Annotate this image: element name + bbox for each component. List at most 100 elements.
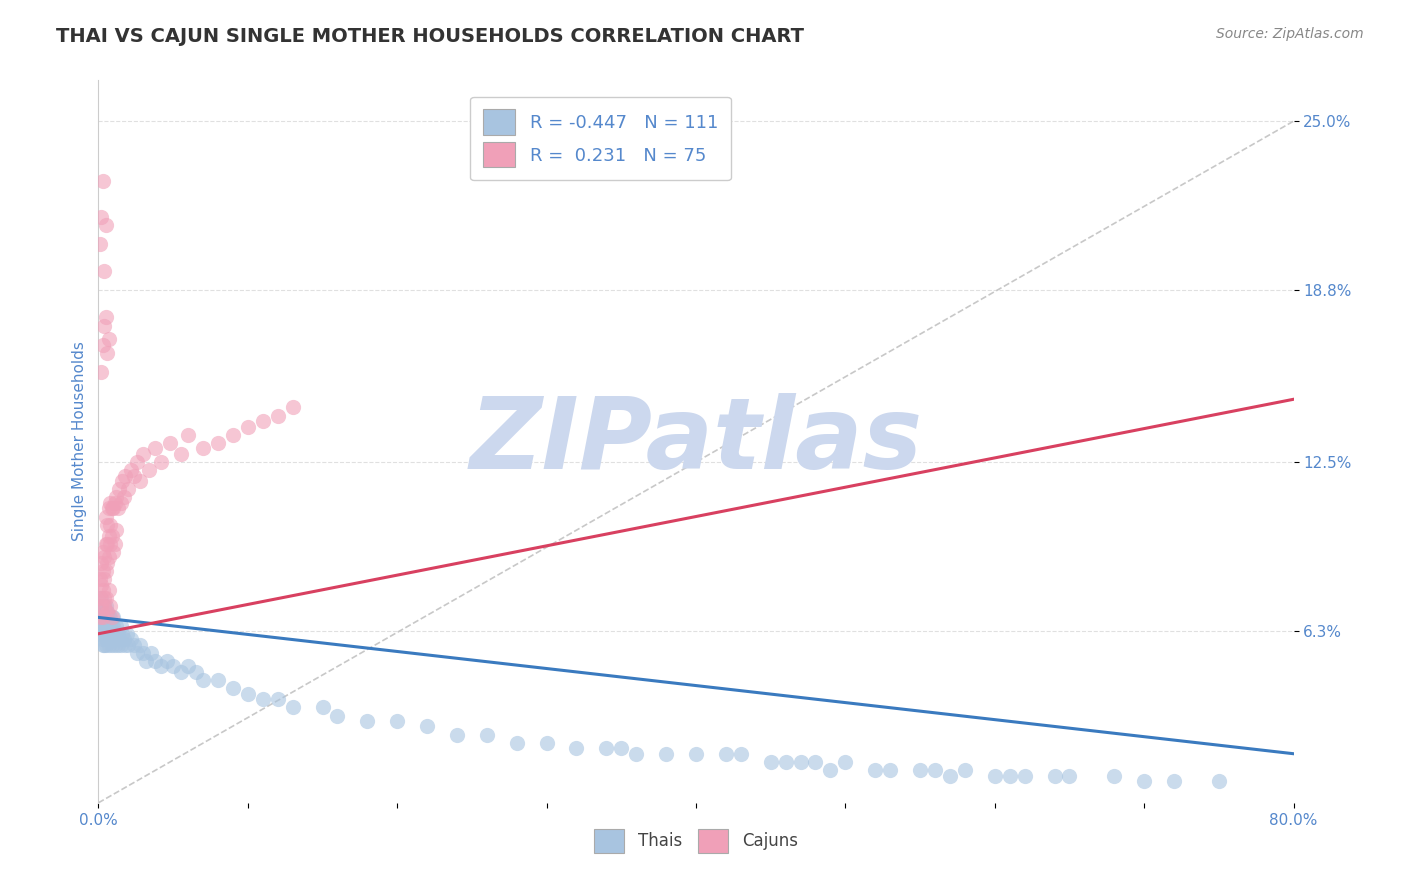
Point <box>565 741 588 756</box>
Point <box>1104 768 1126 782</box>
Point <box>96 605 118 619</box>
Point <box>89 591 111 606</box>
Point <box>93 638 115 652</box>
Point <box>89 236 111 251</box>
Point <box>101 610 124 624</box>
Point <box>97 638 120 652</box>
Point <box>104 626 127 640</box>
Point <box>94 564 117 578</box>
Point <box>127 646 149 660</box>
Point <box>112 491 135 505</box>
Point <box>93 264 115 278</box>
Point <box>96 618 118 632</box>
Point <box>804 755 827 769</box>
Point <box>94 599 117 614</box>
Point <box>90 556 112 570</box>
Point <box>129 638 152 652</box>
Point <box>107 638 129 652</box>
Point <box>135 654 157 668</box>
Point <box>93 591 115 606</box>
Point <box>94 626 117 640</box>
Point <box>90 591 112 606</box>
Point <box>1133 774 1156 789</box>
Point <box>93 599 115 614</box>
Point <box>150 455 173 469</box>
Point <box>311 700 333 714</box>
Text: Source: ZipAtlas.com: Source: ZipAtlas.com <box>1216 27 1364 41</box>
Point <box>506 736 529 750</box>
Point <box>101 501 124 516</box>
Point <box>93 572 115 586</box>
Point <box>101 626 124 640</box>
Point <box>114 468 136 483</box>
Point <box>953 763 976 777</box>
Point <box>191 442 214 456</box>
Point <box>98 618 122 632</box>
Point <box>91 337 114 351</box>
Point <box>96 626 118 640</box>
Point <box>446 728 468 742</box>
Point <box>97 501 120 516</box>
Point <box>124 468 146 483</box>
Point <box>101 638 124 652</box>
Point <box>416 719 439 733</box>
Point <box>162 659 184 673</box>
Point <box>104 638 127 652</box>
Point <box>94 618 117 632</box>
Text: THAI VS CAJUN SINGLE MOTHER HOUSEHOLDS CORRELATION CHART: THAI VS CAJUN SINGLE MOTHER HOUSEHOLDS C… <box>56 27 804 45</box>
Point <box>536 736 558 750</box>
Point <box>107 501 129 516</box>
Point <box>267 692 290 706</box>
Point <box>998 768 1021 782</box>
Point <box>98 632 122 647</box>
Point <box>111 626 134 640</box>
Point <box>169 447 191 461</box>
Point <box>89 618 111 632</box>
Point <box>626 747 648 761</box>
Point <box>91 618 114 632</box>
Point <box>281 700 304 714</box>
Point <box>94 638 117 652</box>
Point <box>252 414 274 428</box>
Point <box>98 496 122 510</box>
Point <box>105 491 128 505</box>
Text: ZIPatlas: ZIPatlas <box>470 393 922 490</box>
Point <box>114 638 136 652</box>
Point <box>138 463 160 477</box>
Point <box>1059 768 1081 782</box>
Point <box>98 599 122 614</box>
Point <box>143 654 166 668</box>
Point <box>98 537 122 551</box>
Point <box>97 528 120 542</box>
Point <box>96 346 118 360</box>
Point <box>120 632 142 647</box>
Point <box>105 618 128 632</box>
Point <box>236 687 259 701</box>
Point <box>96 537 118 551</box>
Point <box>94 537 117 551</box>
Point <box>89 572 111 586</box>
Point <box>103 501 125 516</box>
Point <box>169 665 191 679</box>
Point <box>326 708 349 723</box>
Point <box>101 528 124 542</box>
Point <box>759 755 782 769</box>
Legend: Thais, Cajuns: Thais, Cajuns <box>588 822 804 860</box>
Point <box>96 610 118 624</box>
Point <box>98 610 122 624</box>
Point <box>93 618 115 632</box>
Point <box>984 768 1007 782</box>
Point <box>93 550 115 565</box>
Point <box>117 638 139 652</box>
Point <box>91 632 114 647</box>
Point <box>93 318 115 333</box>
Point <box>143 442 166 456</box>
Point <box>107 626 129 640</box>
Point <box>108 632 131 647</box>
Point <box>281 401 304 415</box>
Point <box>104 496 127 510</box>
Point <box>222 427 245 442</box>
Point <box>117 482 139 496</box>
Point <box>93 626 115 640</box>
Point <box>820 763 842 777</box>
